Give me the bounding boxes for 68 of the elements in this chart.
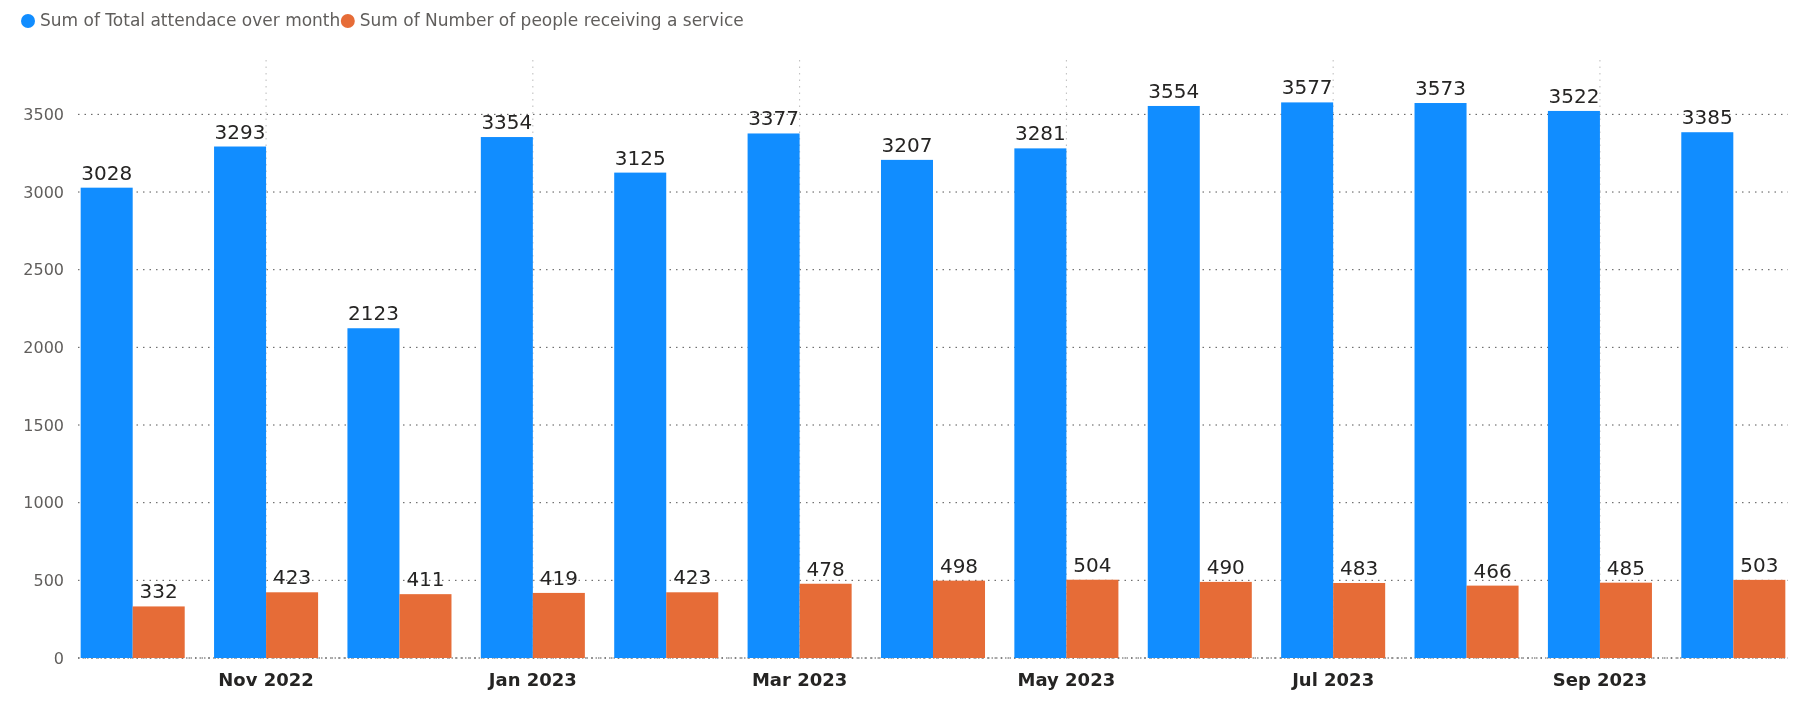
data-label: 419 [539,565,578,590]
y-tick-label: 0 [53,648,64,668]
bar [399,594,452,658]
data-label: 498 [939,553,979,578]
bar [266,592,319,658]
data-label: 478 [806,556,845,581]
data-label: 3554 [1148,78,1200,103]
data-label: 332 [139,579,178,604]
bar [1333,582,1386,658]
bar [1014,148,1067,658]
data-label: 504 [1073,552,1112,577]
bar [666,592,719,658]
y-tick-label: 1500 [23,415,64,435]
bar [214,146,267,658]
y-tick-label: 500 [33,570,64,590]
bar [1147,105,1200,658]
bar [1066,579,1119,658]
y-tick-label: 3500 [23,104,64,124]
data-label: 3385 [1681,105,1733,130]
data-label: 2123 [348,301,399,326]
bar [933,580,986,658]
x-tick-label: Jan 2023 [486,669,577,690]
x-tick-label: Sep 2023 [1552,669,1648,690]
bar [132,606,185,658]
bar [880,159,933,658]
data-label: 3125 [614,145,666,170]
bar [347,328,400,658]
bar [1599,582,1652,658]
legend-label: Sum of Number of people receiving a service [359,10,744,30]
data-label: 3577 [1281,75,1333,100]
data-label: 3354 [481,110,533,135]
data-label: 411 [406,567,445,592]
data-label: 3281 [1014,121,1066,146]
bar [1547,110,1600,658]
data-label: 3293 [214,119,266,144]
data-label: 485 [1606,555,1646,580]
data-label: 423 [272,565,312,590]
bar [614,172,667,658]
x-tick-label: Mar 2023 [751,669,848,690]
data-label: 3028 [81,160,133,185]
data-label: 503 [1740,552,1779,577]
bar [480,137,533,658]
bar [80,187,133,658]
x-tick-label: Jul 2023 [1290,669,1375,690]
data-label: 3573 [1415,76,1466,101]
data-label: 466 [1473,558,1512,583]
bar [1733,579,1786,658]
data-label: 3207 [881,132,933,157]
data-label: 3522 [1548,83,1600,108]
x-tick-label: Nov 2022 [218,669,314,690]
y-tick-label: 2500 [23,260,64,280]
bar [747,133,800,658]
legend-label: Sum of Total attendace over month [40,10,341,30]
data-label: 423 [673,565,712,590]
bar [799,583,852,658]
data-label: 490 [1206,554,1245,579]
y-tick-label: 2000 [23,337,64,357]
bar [1681,132,1734,658]
x-tick-label: May 2023 [1017,669,1116,690]
data-label: 483 [1340,555,1379,580]
y-tick-label: 3000 [23,182,64,202]
bar [1199,581,1252,658]
bar [1414,103,1467,658]
bar [532,592,585,658]
bar [1466,585,1519,658]
y-tick-label: 1000 [23,493,64,513]
bar [1281,102,1334,658]
data-label: 3377 [748,106,800,131]
